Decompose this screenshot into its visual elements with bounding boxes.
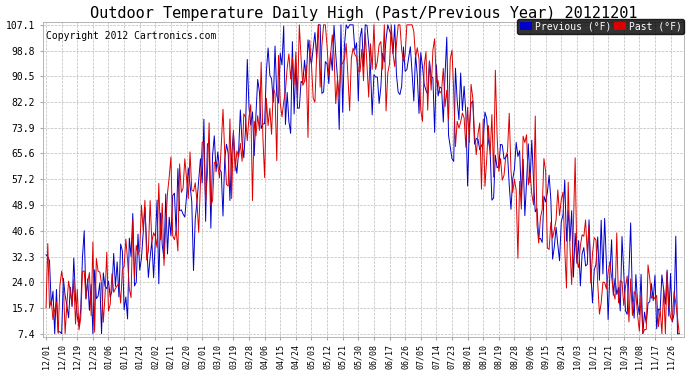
Title: Outdoor Temperature Daily High (Past/Previous Year) 20121201: Outdoor Temperature Daily High (Past/Pre… <box>90 6 638 21</box>
Text: Copyright 2012 Cartronics.com: Copyright 2012 Cartronics.com <box>46 31 216 41</box>
Legend: Previous (°F), Past (°F): Previous (°F), Past (°F) <box>518 19 684 34</box>
